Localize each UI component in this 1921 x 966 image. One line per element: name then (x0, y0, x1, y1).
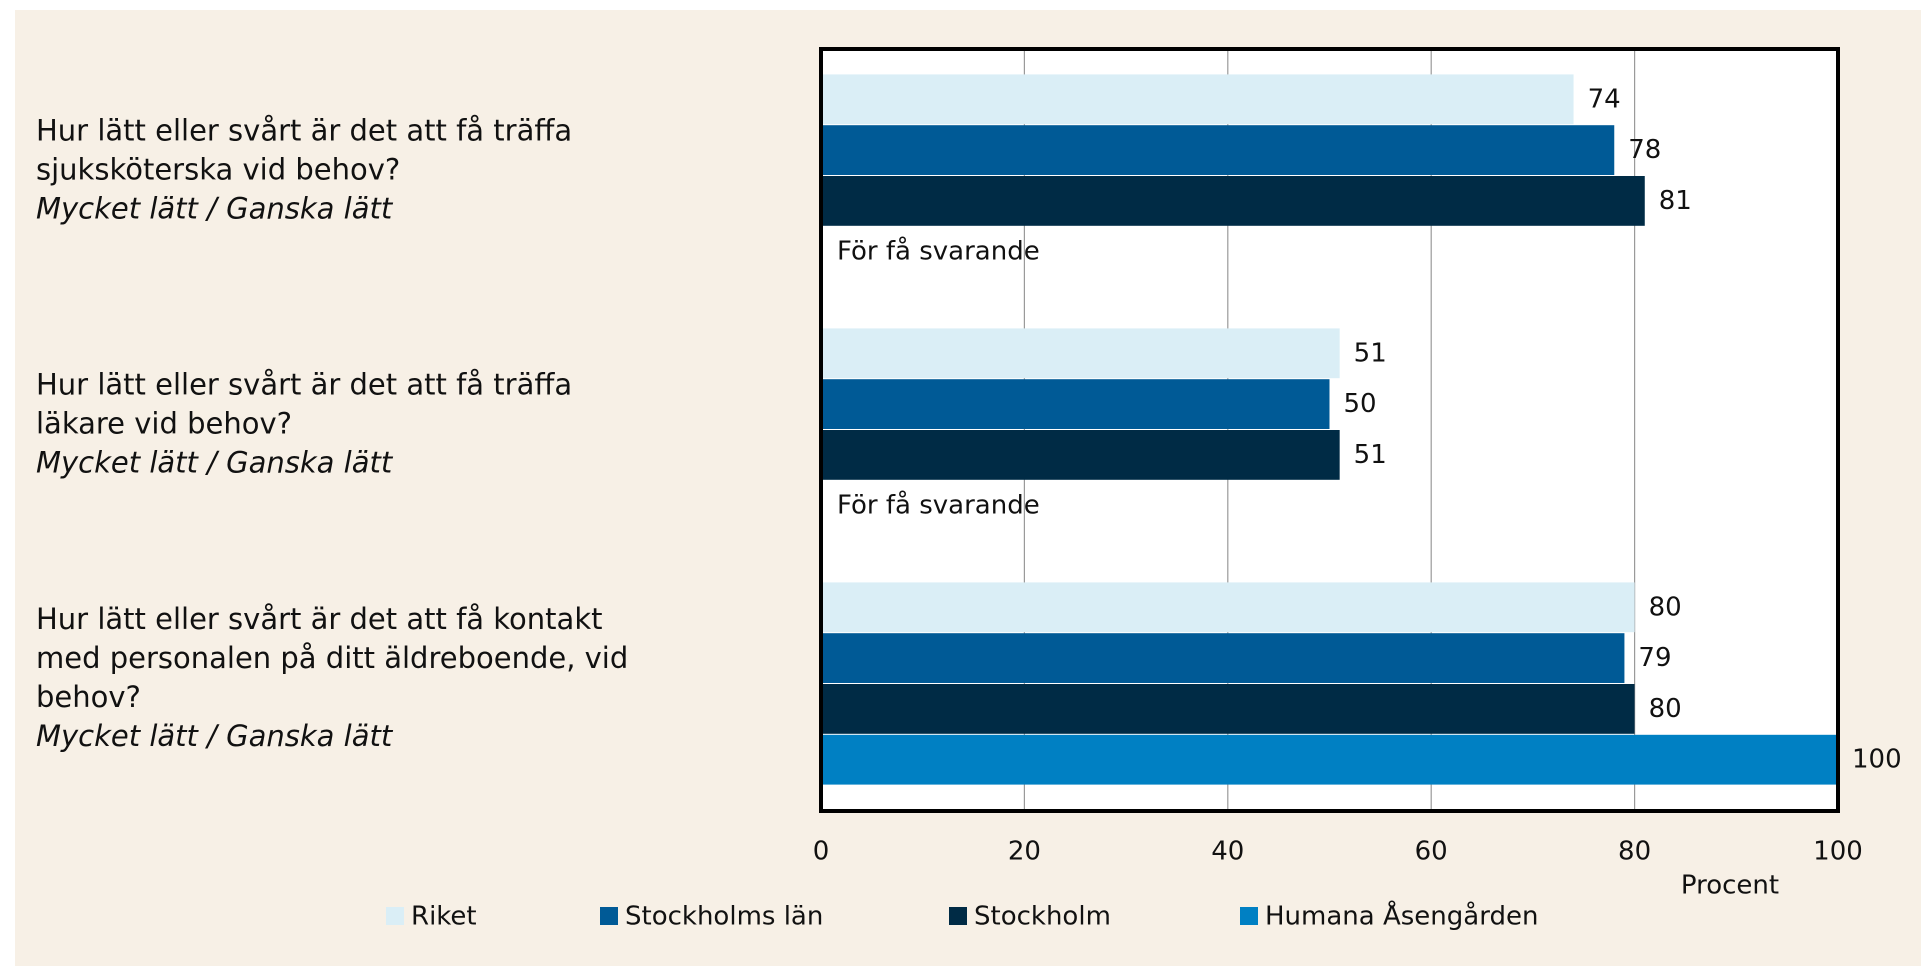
missing-label: För få svarande (837, 490, 1040, 521)
legend-swatch (600, 907, 618, 925)
value-label: 51 (1354, 338, 1387, 368)
category-note: Mycket lätt / Ganska lätt (36, 445, 393, 480)
legend-swatch (949, 907, 967, 925)
bar (821, 633, 1625, 683)
category-question: Hur lätt eller svårt är det att få konta… (36, 602, 629, 714)
x-tick-label: 80 (1618, 837, 1651, 867)
bar (821, 582, 1635, 633)
value-label: 80 (1649, 592, 1682, 622)
value-label: 50 (1344, 389, 1377, 419)
category-question: Hur lätt eller svårt är det att få träff… (36, 113, 573, 187)
value-label: 79 (1638, 643, 1671, 673)
bar (821, 74, 1574, 125)
x-tick-label: 60 (1415, 837, 1448, 867)
legend-label: Riket (411, 902, 477, 932)
value-label: 80 (1649, 694, 1682, 724)
x-tick-label: 20 (1008, 837, 1041, 867)
bar (821, 734, 1838, 785)
legend-label: Stockholms län (625, 902, 823, 932)
category-label: Hur lätt eller svårt är det att få träff… (36, 112, 636, 229)
x-axis-label: Procent (1681, 871, 1779, 901)
bar (821, 125, 1615, 175)
plot-border (819, 47, 1840, 813)
category-question: Hur lätt eller svårt är det att få träff… (36, 367, 573, 441)
category-label: Hur lätt eller svårt är det att få konta… (36, 600, 636, 756)
value-label: 100 (1852, 745, 1902, 775)
x-tick-label: 0 (813, 837, 830, 867)
value-label: 74 (1588, 84, 1621, 114)
legend-swatch (386, 907, 404, 925)
missing-label: För få svarande (837, 236, 1040, 267)
legend-swatch (1240, 907, 1258, 925)
x-tick-label: 40 (1211, 837, 1244, 867)
category-note: Mycket lätt / Ganska lätt (36, 719, 393, 753)
value-label: 78 (1628, 135, 1661, 165)
value-label: 81 (1659, 186, 1692, 216)
value-label: 51 (1354, 440, 1387, 470)
x-tick-label: 100 (1813, 837, 1863, 867)
category-label: Hur lätt eller svårt är det att få träff… (36, 366, 636, 483)
bar (821, 379, 1330, 429)
legend-label: Stockholm (974, 902, 1111, 932)
category-note: Mycket lätt / Ganska lätt (36, 191, 393, 226)
bar (821, 684, 1635, 734)
bar (821, 176, 1645, 226)
bar (821, 430, 1340, 480)
bar (821, 328, 1340, 379)
legend-label: Humana Åsengården (1265, 900, 1538, 932)
